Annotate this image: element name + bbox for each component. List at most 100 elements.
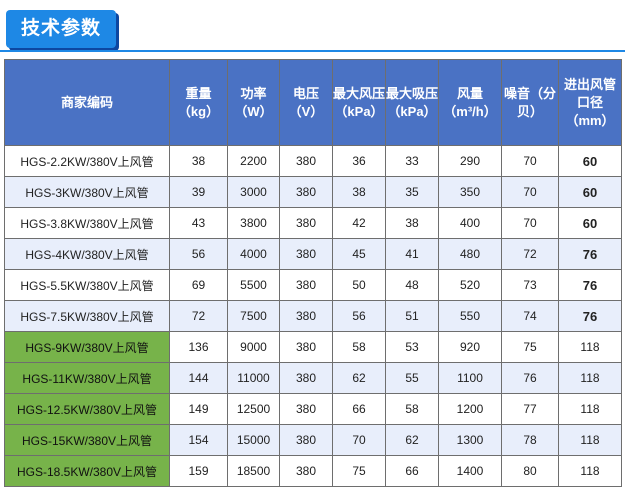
model-cell: HGS-3.8KW/380V上风管 <box>4 207 170 239</box>
power-cell: 5500 <box>227 269 280 301</box>
noise-cell: 75 <box>501 331 559 363</box>
max-suction-cell: 35 <box>385 176 439 208</box>
airflow-cell: 480 <box>438 238 502 270</box>
noise-cell: 73 <box>501 269 559 301</box>
table-header-row: 商家编码 重量（kg） 功率（W） 电压（V） 最大风压（kPa） 最大吸压（k… <box>4 59 622 146</box>
power-cell: 3800 <box>227 207 280 239</box>
column-header: 功率（W） <box>227 59 280 146</box>
airflow-cell: 920 <box>438 331 502 363</box>
max-suction-cell: 33 <box>385 145 439 177</box>
model-cell: HGS-11KW/380V上风管 <box>4 362 170 394</box>
airflow-cell: 1400 <box>438 455 502 487</box>
model-cell: HGS-7.5KW/380V上风管 <box>4 300 170 332</box>
voltage-cell: 380 <box>279 331 333 363</box>
max-pressure-cell: 58 <box>332 331 386 363</box>
pipe-diameter-cell: 118 <box>558 455 622 487</box>
column-header: 商家编码 <box>4 59 170 146</box>
airflow-cell: 550 <box>438 300 502 332</box>
pipe-diameter-cell: 76 <box>558 269 622 301</box>
noise-cell: 78 <box>501 424 559 456</box>
max-pressure-cell: 50 <box>332 269 386 301</box>
voltage-cell: 380 <box>279 269 333 301</box>
power-cell: 18500 <box>227 455 280 487</box>
table-row: HGS-15KW/380V上风管 154 15000 380 70 62 130… <box>4 424 622 456</box>
airflow-cell: 400 <box>438 207 502 239</box>
max-suction-cell: 62 <box>385 424 439 456</box>
weight-cell: 72 <box>169 300 228 332</box>
column-header: 风量（m³/h） <box>438 59 502 146</box>
column-header: 进出风管口径（mm） <box>558 59 622 146</box>
power-cell: 11000 <box>227 362 280 394</box>
max-pressure-cell: 45 <box>332 238 386 270</box>
noise-cell: 76 <box>501 362 559 394</box>
pipe-diameter-cell: 118 <box>558 393 622 425</box>
table-row: HGS-18.5KW/380V上风管 159 18500 380 75 66 1… <box>4 455 622 487</box>
noise-cell: 70 <box>501 207 559 239</box>
pipe-diameter-cell: 118 <box>558 424 622 456</box>
max-pressure-cell: 62 <box>332 362 386 394</box>
noise-cell: 80 <box>501 455 559 487</box>
weight-cell: 154 <box>169 424 228 456</box>
max-suction-cell: 58 <box>385 393 439 425</box>
noise-cell: 72 <box>501 238 559 270</box>
pipe-diameter-cell: 76 <box>558 300 622 332</box>
airflow-cell: 1100 <box>438 362 502 394</box>
pipe-diameter-cell: 60 <box>558 145 622 177</box>
model-cell: HGS-9KW/380V上风管 <box>4 331 170 363</box>
noise-cell: 74 <box>501 300 559 332</box>
power-cell: 2200 <box>227 145 280 177</box>
noise-cell: 70 <box>501 176 559 208</box>
weight-cell: 39 <box>169 176 228 208</box>
noise-cell: 77 <box>501 393 559 425</box>
table-row: HGS-7.5KW/380V上风管 72 7500 380 56 51 550 … <box>4 300 622 332</box>
weight-cell: 136 <box>169 331 228 363</box>
voltage-cell: 380 <box>279 393 333 425</box>
voltage-cell: 380 <box>279 145 333 177</box>
airflow-cell: 1300 <box>438 424 502 456</box>
title-underline <box>0 50 625 52</box>
voltage-cell: 380 <box>279 176 333 208</box>
weight-cell: 43 <box>169 207 228 239</box>
voltage-cell: 380 <box>279 362 333 394</box>
model-cell: HGS-5.5KW/380V上风管 <box>4 269 170 301</box>
power-cell: 12500 <box>227 393 280 425</box>
weight-cell: 69 <box>169 269 228 301</box>
max-pressure-cell: 56 <box>332 300 386 332</box>
noise-cell: 70 <box>501 145 559 177</box>
table-row: HGS-11KW/380V上风管 144 11000 380 62 55 110… <box>4 362 622 394</box>
spec-table: 商家编码 重量（kg） 功率（W） 电压（V） 最大风压（kPa） 最大吸压（k… <box>4 59 622 487</box>
voltage-cell: 380 <box>279 300 333 332</box>
column-header: 电压（V） <box>279 59 333 146</box>
model-cell: HGS-3KW/380V上风管 <box>4 176 170 208</box>
max-pressure-cell: 38 <box>332 176 386 208</box>
max-suction-cell: 41 <box>385 238 439 270</box>
column-header: 最大风压（kPa） <box>332 59 386 146</box>
max-pressure-cell: 70 <box>332 424 386 456</box>
max-suction-cell: 38 <box>385 207 439 239</box>
model-cell: HGS-2.2KW/380V上风管 <box>4 145 170 177</box>
model-cell: HGS-4KW/380V上风管 <box>4 238 170 270</box>
pipe-diameter-cell: 76 <box>558 238 622 270</box>
model-cell: HGS-18.5KW/380V上风管 <box>4 455 170 487</box>
weight-cell: 159 <box>169 455 228 487</box>
max-suction-cell: 53 <box>385 331 439 363</box>
pipe-diameter-cell: 118 <box>558 362 622 394</box>
column-header: 重量（kg） <box>169 59 228 146</box>
weight-cell: 144 <box>169 362 228 394</box>
table-row: HGS-3.8KW/380V上风管 43 3800 380 42 38 400 … <box>4 207 622 239</box>
max-pressure-cell: 75 <box>332 455 386 487</box>
max-suction-cell: 55 <box>385 362 439 394</box>
power-cell: 7500 <box>227 300 280 332</box>
table-row: HGS-5.5KW/380V上风管 69 5500 380 50 48 520 … <box>4 269 622 301</box>
power-cell: 15000 <box>227 424 280 456</box>
airflow-cell: 350 <box>438 176 502 208</box>
max-pressure-cell: 42 <box>332 207 386 239</box>
pipe-diameter-cell: 60 <box>558 176 622 208</box>
weight-cell: 56 <box>169 238 228 270</box>
table-row: HGS-4KW/380V上风管 56 4000 380 45 41 480 72… <box>4 238 622 270</box>
column-header: 最大吸压（kPa） <box>385 59 439 146</box>
max-suction-cell: 66 <box>385 455 439 487</box>
max-pressure-cell: 66 <box>332 393 386 425</box>
airflow-cell: 1200 <box>438 393 502 425</box>
power-cell: 4000 <box>227 238 280 270</box>
